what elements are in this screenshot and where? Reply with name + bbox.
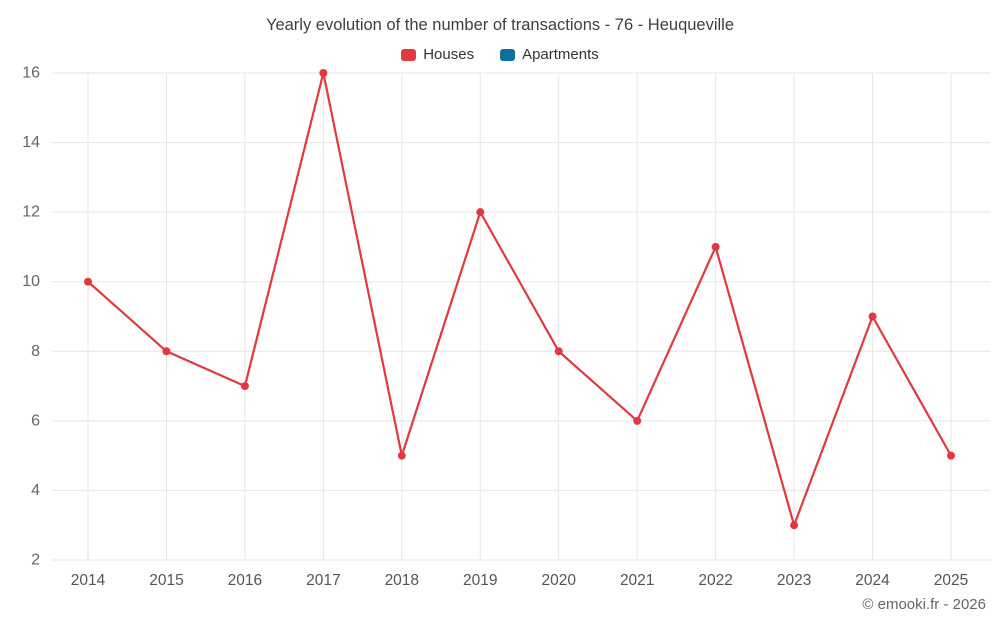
- data-point-houses: [947, 451, 955, 460]
- y-axis-label: 2: [31, 552, 40, 569]
- x-axis-label: 2023: [777, 572, 811, 589]
- data-point-houses: [319, 69, 328, 77]
- data-point-houses: [790, 521, 799, 530]
- legend-item-houses[interactable]: Houses: [401, 46, 474, 63]
- x-axis-label: 2015: [149, 572, 183, 589]
- x-axis-label: 2022: [698, 572, 732, 589]
- x-axis-label: 2016: [228, 572, 262, 589]
- legend-label: Houses: [423, 46, 475, 63]
- y-axis-label: 12: [22, 204, 40, 221]
- x-axis-label: 2018: [385, 572, 419, 589]
- data-point-houses: [554, 347, 563, 356]
- x-axis-label: 2020: [541, 572, 576, 589]
- y-axis-label: 14: [22, 134, 40, 151]
- y-axis-label: 6: [31, 412, 40, 429]
- data-point-houses: [240, 382, 249, 391]
- x-axis-label: 2019: [463, 572, 497, 589]
- y-axis-label: 4: [31, 482, 40, 499]
- legend-item-apartments[interactable]: Apartments: [500, 46, 599, 63]
- y-axis-label: 8: [31, 343, 40, 360]
- x-axis-label: 2014: [71, 572, 106, 589]
- x-axis-label: 2021: [620, 572, 654, 589]
- data-point-houses: [162, 347, 171, 356]
- data-point-houses: [476, 208, 485, 217]
- legend-marker-icon: [401, 48, 417, 61]
- data-point-houses: [633, 416, 642, 425]
- credit-text: © emooki.fr - 2026: [862, 596, 986, 613]
- y-axis-label: 16: [22, 65, 40, 82]
- series-line-houses: [86, 71, 953, 527]
- data-point-houses: [868, 312, 877, 321]
- data-point-houses: [711, 242, 720, 251]
- chart-legend: Houses Apartments: [0, 46, 1000, 63]
- legend-marker-icon: [500, 48, 516, 61]
- data-point-houses: [84, 277, 92, 286]
- data-point-houses: [397, 451, 406, 460]
- legend-label: Apartments: [522, 46, 599, 63]
- x-axis-label: 2024: [855, 572, 890, 589]
- y-axis-label: 10: [22, 273, 40, 290]
- chart-title: Yearly evolution of the number of transa…: [265, 16, 735, 34]
- x-axis-label: 2017: [306, 572, 340, 589]
- x-axis-label: 2025: [934, 572, 968, 589]
